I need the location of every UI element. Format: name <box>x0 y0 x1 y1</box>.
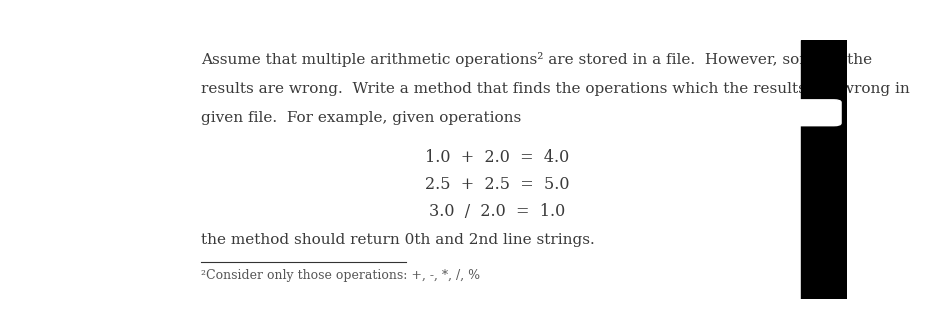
Text: ²Consider only those operations: +, -, *, /, %: ²Consider only those operations: +, -, *… <box>201 269 481 282</box>
Text: given file.  For example, given operations: given file. For example, given operation… <box>201 112 521 125</box>
Bar <box>801 40 847 299</box>
Text: 3.0  /  2.0  =  1.0: 3.0 / 2.0 = 1.0 <box>429 203 565 220</box>
FancyBboxPatch shape <box>787 100 841 126</box>
Text: 2.5  +  2.5  =  5.0: 2.5 + 2.5 = 5.0 <box>424 176 569 193</box>
Text: Assume that multiple arithmetic operations² are stored in a file.  However, some: Assume that multiple arithmetic operatio… <box>201 52 872 67</box>
Text: 1.0  +  2.0  =  4.0: 1.0 + 2.0 = 4.0 <box>424 149 569 166</box>
Text: the method should return 0th and 2nd line strings.: the method should return 0th and 2nd lin… <box>201 233 596 247</box>
Text: results are wrong.  Write a method that finds the operations which the results a: results are wrong. Write a method that f… <box>201 82 910 96</box>
